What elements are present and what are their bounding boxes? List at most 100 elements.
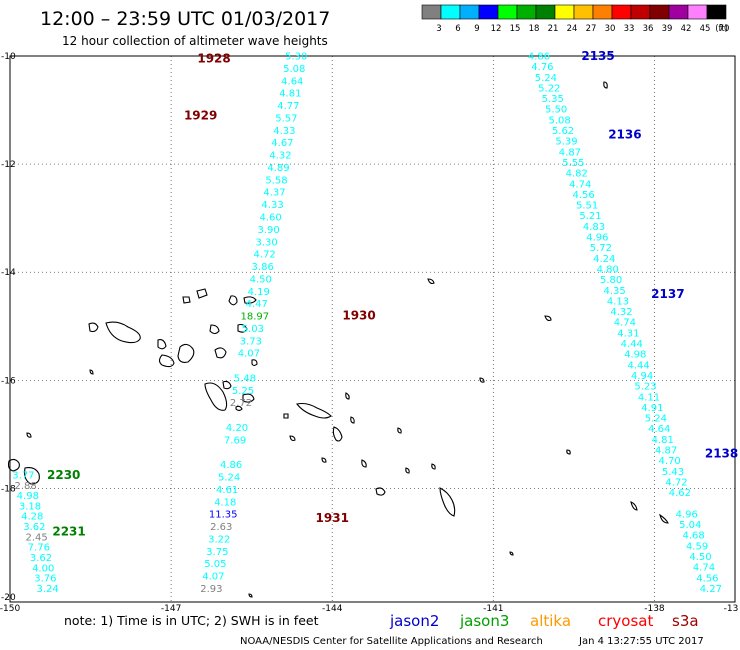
wave-height-value: 4.72 xyxy=(254,250,276,261)
pass-number-label: 2230 xyxy=(47,468,80,482)
scale-label: 27 xyxy=(586,24,597,34)
wave-height-value: 4.47 xyxy=(246,299,268,310)
pass-number-label: 2135 xyxy=(581,49,614,63)
wave-height-value: 7.69 xyxy=(224,435,246,446)
wave-height-value: 2.88 xyxy=(14,481,36,492)
island-outline xyxy=(566,449,571,455)
lon-tick-label: -144 xyxy=(322,604,343,614)
island-outline xyxy=(214,347,227,359)
wave-height-value: 4.62 xyxy=(669,488,691,499)
lon-tick-label: -13 xyxy=(724,604,739,614)
island-outline xyxy=(431,463,436,470)
wave-height-value: 4.44 xyxy=(621,339,643,350)
wave-height-value: 5.55 xyxy=(562,158,584,169)
wave-height-value: 5.50 xyxy=(545,105,567,116)
wave-height-value: 4.37 xyxy=(263,188,285,199)
wave-height-value: 5.04 xyxy=(679,520,701,531)
scale-swatch xyxy=(687,4,708,20)
island-outline xyxy=(544,315,552,322)
wave-height-value: 4.28 xyxy=(21,512,43,523)
wave-height-value: 5.24 xyxy=(535,73,557,84)
scale-swatch xyxy=(421,4,442,20)
wave-height-value: 3.76 xyxy=(34,574,56,585)
island-outline xyxy=(157,339,167,350)
island-outline xyxy=(332,426,343,442)
legend-altika: altika xyxy=(530,612,571,630)
lon-tick-label: -147 xyxy=(161,604,181,614)
wave-height-value: 4.27 xyxy=(700,584,722,595)
wave-height-value: 5.25 xyxy=(232,386,254,397)
scale-label: 70 xyxy=(719,24,730,34)
s3a-track: 5.305.084.644.814.775.574.334.674.324.89… xyxy=(184,52,376,595)
island-outline xyxy=(196,288,208,299)
wave-height-value: 11.35 xyxy=(209,510,238,521)
scale-label: 30 xyxy=(605,24,616,34)
island-outline xyxy=(350,416,355,424)
island-outline xyxy=(321,457,327,463)
scale-label: 42 xyxy=(681,24,692,34)
wave-height-value: 4.31 xyxy=(617,328,639,339)
scale-swatch xyxy=(706,4,727,20)
scale-label: 45 xyxy=(700,24,711,34)
wave-height-value: 4.91 xyxy=(641,403,663,414)
scale-swatch xyxy=(497,4,518,20)
wave-height-value: 3.73 xyxy=(240,336,262,347)
island-outline xyxy=(397,427,402,434)
wave-height-value: 4.70 xyxy=(658,456,680,467)
island-outline xyxy=(235,405,243,412)
scale-label: 39 xyxy=(662,24,673,34)
jason3-track: 3.772.884.983.184.283.622.457.763.624.00… xyxy=(12,468,85,595)
wave-height-value: 4.81 xyxy=(652,435,674,446)
wave-height-value: 4.33 xyxy=(261,200,283,211)
wave-height-value: 4.56 xyxy=(573,190,595,201)
legend-s3a: s3a xyxy=(672,612,699,630)
wave-height-value: 5.35 xyxy=(542,94,564,105)
wave-height-value: 4.89 xyxy=(267,163,289,174)
scale-label: 9 xyxy=(474,24,479,34)
wave-height-value: 4.96 xyxy=(586,233,608,244)
wave-height-value: 4.44 xyxy=(628,360,650,371)
lon-tick-label: -141 xyxy=(483,604,503,614)
wave-height-value: 5.58 xyxy=(265,175,287,186)
island-outline xyxy=(296,402,332,419)
scale-label: 15 xyxy=(510,24,521,34)
wave-height-value: 5.39 xyxy=(555,137,577,148)
island-outline xyxy=(289,435,296,442)
wave-height-value: 4.07 xyxy=(202,572,224,583)
island-outlines xyxy=(7,81,669,598)
scale-swatch xyxy=(535,4,556,20)
scale-swatch xyxy=(592,4,613,20)
pass-number-label: 2136 xyxy=(608,127,641,141)
scale-swatch xyxy=(440,4,461,20)
lat-tick-label: -12 xyxy=(1,160,16,170)
pass-number-label: 2231 xyxy=(52,525,85,539)
island-outline xyxy=(204,382,228,411)
wave-height-value: 4.74 xyxy=(614,318,636,329)
island-outline xyxy=(630,501,638,511)
island-outline xyxy=(177,343,195,363)
wave-height-value: 7.76 xyxy=(28,543,50,554)
wave-height-value: 5.22 xyxy=(538,83,560,94)
pass-number-label: 1928 xyxy=(197,52,230,66)
island-outline xyxy=(88,322,99,333)
timestamp-text: Jan 4 13:27:55 UTC 2017 xyxy=(578,636,704,647)
wave-height-value: 4.87 xyxy=(655,446,677,457)
credit-text: NOAA/NESDIS Center for Satellite Applica… xyxy=(240,636,543,647)
wave-height-value: 5.57 xyxy=(275,113,297,124)
island-outline xyxy=(405,467,410,474)
wave-height-value: 5.62 xyxy=(552,126,574,137)
wave-height-value: 4.81 xyxy=(279,89,301,100)
wave-height-value: 4.61 xyxy=(216,485,238,496)
scale-swatch xyxy=(649,4,670,20)
legend-cryosat: cryosat xyxy=(598,612,653,630)
wave-height-value: 4.98 xyxy=(17,491,39,502)
wave-height-value: 3.86 xyxy=(252,262,274,273)
scale-label: 33 xyxy=(624,24,635,34)
wave-height-value: 4.07 xyxy=(238,349,260,360)
wave-height-value: 4.86 xyxy=(220,460,242,471)
island-outline xyxy=(105,321,141,344)
wave-height-value: 4.50 xyxy=(250,274,272,285)
wave-height-value: 4.11 xyxy=(638,392,660,403)
wave-height-value: 2.45 xyxy=(25,532,47,543)
wave-height-value: 4.86 xyxy=(528,52,550,63)
